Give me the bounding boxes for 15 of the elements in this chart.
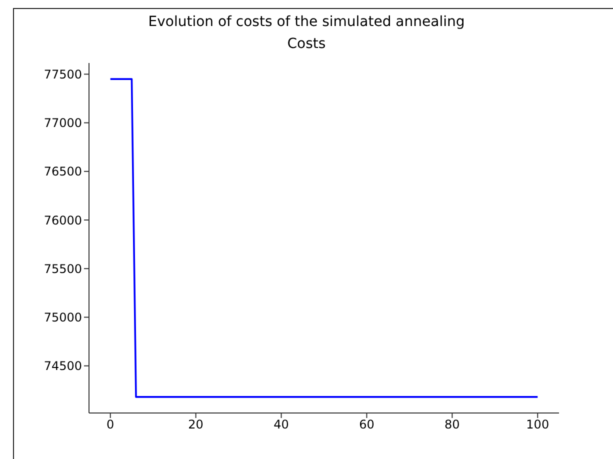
y-tick-label: 77000	[44, 116, 82, 130]
x-tick-label: 80	[444, 418, 460, 432]
y-tick-label: 75000	[44, 310, 82, 324]
x-tick-label: 0	[106, 418, 114, 432]
y-tick-label: 77500	[44, 67, 82, 82]
y-tick-label: 75500	[44, 262, 82, 276]
chart-subtitle: Costs	[286, 36, 327, 52]
y-tick-label: 76000	[44, 213, 82, 228]
x-tick-label: 100	[526, 418, 550, 432]
x-tick-label: 40	[274, 418, 289, 432]
chart-title: Evolution of costs of the simulated annealing	[147, 14, 466, 30]
x-tick-label: 20	[188, 418, 204, 432]
y-tick-label: 76500	[44, 164, 82, 179]
y-tick-label: 74500	[44, 359, 82, 374]
x-tick-label: 60	[359, 418, 374, 432]
